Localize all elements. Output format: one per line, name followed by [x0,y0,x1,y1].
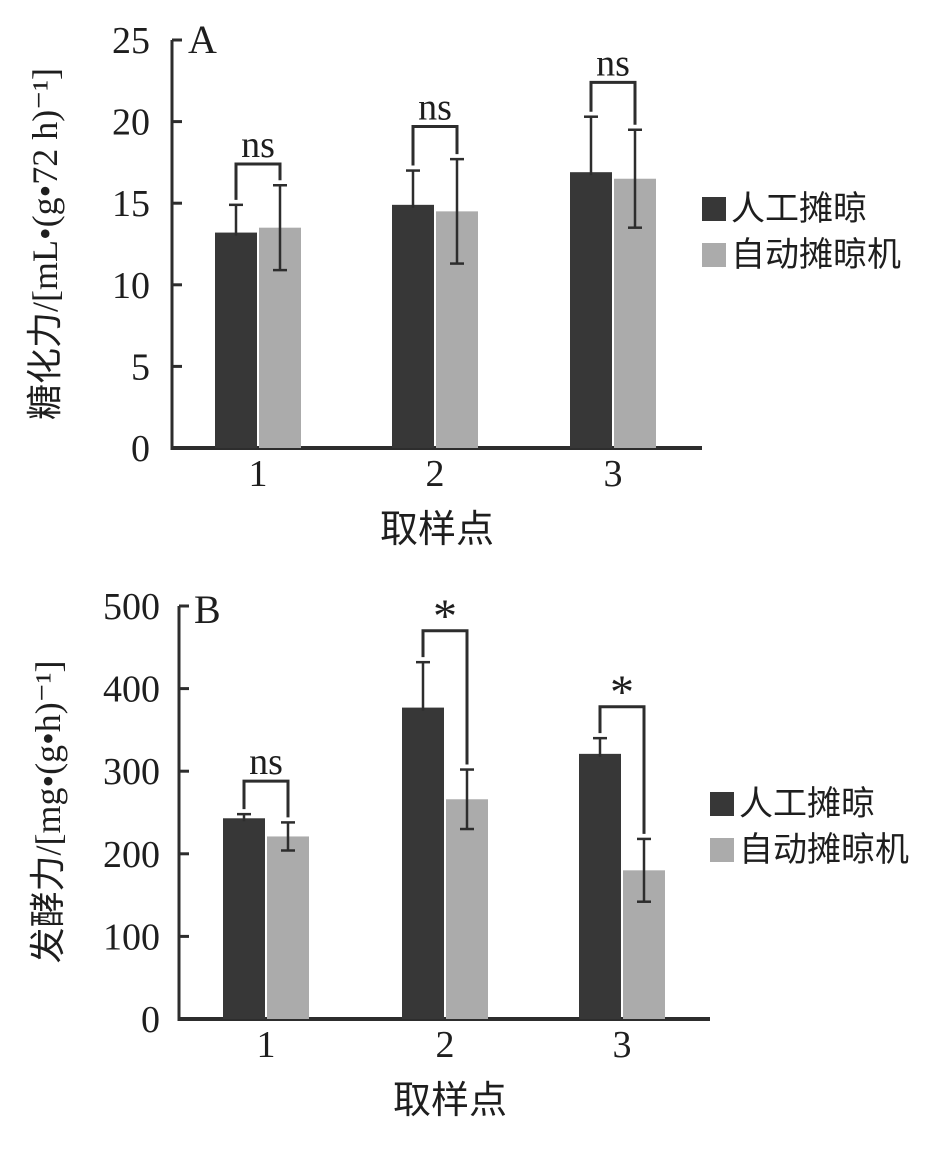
legend-swatch [710,792,734,816]
y-tick-label: 0 [141,999,160,1041]
sig-label: ns [249,741,283,783]
sig-bracket [598,705,646,834]
legend-label: 人工摊晾 [739,785,875,823]
sig-bracket [242,779,290,818]
x-tick-label: 2 [426,453,445,495]
legend-label: 自动摊晾机 [731,236,901,274]
y-tick-label: 100 [103,916,160,958]
y-tick-label: 500 [103,586,160,628]
bar [446,799,488,1019]
legend-label: 自动摊晾机 [739,831,909,869]
legend-swatch [702,197,726,221]
sig-label: * [610,666,634,719]
legend-swatch [710,838,734,862]
x-tick-label: 1 [249,453,268,495]
sig-bracket [234,162,282,200]
y-tick-label: 20 [112,102,150,144]
y-axis-label: 发酵力/[mg•(g•h)⁻¹] [28,661,68,964]
panel-a: 糖化力/[mL•(g•72 h)⁻¹] [25,38,726,450]
x-tick-label: 3 [613,1024,632,1066]
bar [215,232,257,448]
bar [267,836,309,1019]
y-tick-label: 15 [112,183,150,225]
panel-letter: B [194,587,221,632]
panel-letter: A [188,17,217,62]
legend-swatch [702,243,726,267]
sig-label: ns [241,124,275,166]
sig-bracket [421,629,469,765]
bar [223,818,265,1019]
sig-bracket [411,124,459,166]
sig-bracket [589,80,637,125]
x-tick-label: 3 [604,453,623,495]
bar [570,172,612,448]
sig-label: ns [418,86,452,128]
x-tick-label: 1 [257,1024,276,1066]
x-axis-label: 取样点 [393,1080,507,1122]
y-tick-label: 5 [131,346,150,388]
sig-label: ns [596,42,630,84]
x-tick-label: 2 [436,1024,455,1066]
y-tick-label: 200 [103,834,160,876]
x-axis-label: 取样点 [380,509,494,551]
y-tick-label: 300 [103,751,160,793]
bar [579,753,621,1019]
y-tick-label: 10 [112,265,150,307]
y-tick-label: 400 [103,669,160,711]
y-tick-label: 25 [112,20,150,62]
sig-label: * [433,590,457,643]
bar [392,204,434,448]
legend-label: 人工摊晾 [731,190,867,228]
y-tick-label: 0 [131,428,150,470]
bar [402,707,444,1019]
panel-b: 发酵力/[mg•(g•h)⁻¹] [28,604,734,1021]
y-axis-label: 糖化力/[mL•(g•72 h)⁻¹] [25,68,65,420]
